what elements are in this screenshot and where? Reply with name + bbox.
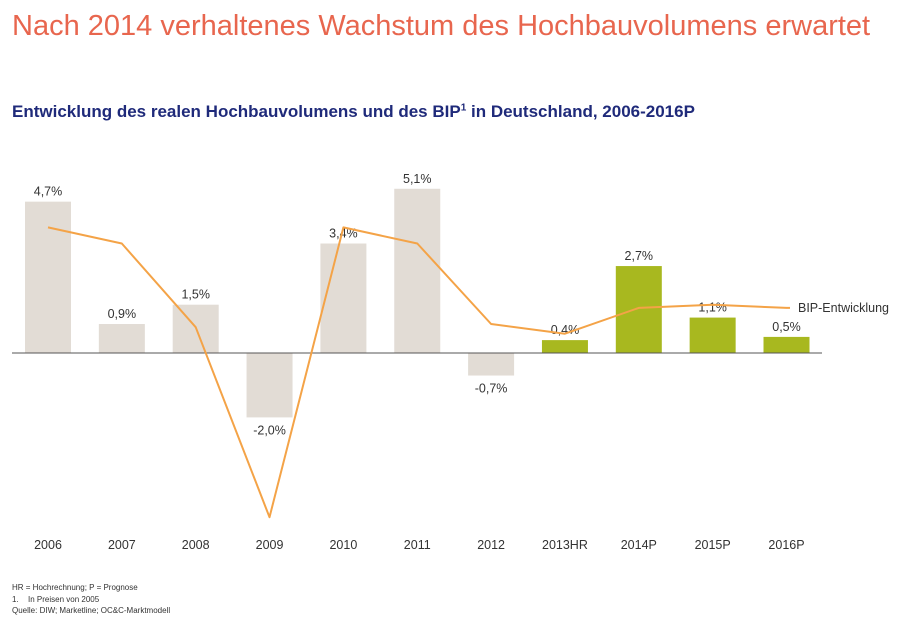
footnote-1: 1. In Preisen von 2005	[12, 594, 170, 606]
bip-line	[47, 226, 790, 519]
bar-label-2012: -0,7%	[475, 382, 508, 396]
bar-2007	[98, 324, 145, 353]
footnote-source: Quelle: DIW; Marketline; OC&C-Marktmodel…	[12, 606, 171, 615]
footnote-abbreviations: HR = Hochrechnung; P = Prognose	[12, 583, 138, 592]
x-tick-2015P: 2015P	[695, 538, 731, 552]
chart-title: Nach 2014 verhaltenes Wachstum des Hochb…	[12, 10, 871, 42]
subtitle-text: Entwicklung des realen Hochbauvolumens u…	[12, 102, 461, 121]
subtitle-footnote-marker: 1	[460, 102, 467, 114]
bar-label-2007: 0,9%	[108, 307, 137, 321]
bar-series	[25, 188, 810, 418]
bar-2016P	[763, 336, 810, 353]
x-tick-2008: 2008	[182, 538, 210, 552]
bar-2009	[246, 353, 293, 418]
x-tick-2016P: 2016P	[768, 538, 804, 552]
x-tick-2010: 2010	[329, 538, 357, 552]
x-tick-2014P: 2014P	[621, 538, 657, 552]
footnote-1-number: 1.	[12, 594, 19, 604]
bar-2014P	[615, 266, 662, 353]
x-tick-2011: 2011	[404, 538, 431, 552]
x-tick-2006: 2006	[34, 538, 62, 552]
bar-label-2010: 3,4%	[329, 227, 358, 241]
bar-label-2015P: 1,1%	[698, 301, 727, 315]
footnote-1-text: In Preisen von 2005	[28, 594, 100, 604]
bar-label-2016P: 0,5%	[772, 320, 801, 334]
x-tick-2009: 2009	[256, 538, 284, 552]
x-tick-2007: 2007	[108, 538, 136, 552]
bar-label-2014P: 2,7%	[625, 249, 654, 263]
bar-line-chart: 4,7%0,9%1,5%-2,0%3,4%5,1%-0,7%0,4%2,7%1,…	[12, 172, 889, 552]
footnotes: HR = Hochrechnung; P = Prognose 1. In Pre…	[12, 582, 170, 617]
bar-label-2011: 5,1%	[403, 172, 432, 186]
bar-label-2009: -2,0%	[253, 423, 286, 437]
bar-2011	[394, 188, 441, 353]
bar-2006	[25, 201, 71, 353]
bar-2015P	[689, 317, 736, 353]
bar-label-2008: 1,5%	[181, 288, 210, 302]
chart-subtitle: Entwicklung des realen Hochbauvolumens u…	[12, 102, 695, 122]
bip-line-label: BIP-Entwicklung	[798, 301, 889, 315]
x-tick-2013HR: 2013HR	[542, 538, 588, 552]
bar-2013HR	[541, 340, 588, 353]
bar-value-labels: 4,7%0,9%1,5%-2,0%3,4%5,1%-0,7%0,4%2,7%1,…	[34, 172, 801, 438]
subtitle-suffix: in Deutschland, 2006-2016P	[466, 102, 695, 121]
bar-label-2006: 4,7%	[34, 185, 63, 199]
bar-2010	[320, 243, 367, 353]
x-axis-tick-labels: 2006 2007 2008 2009 2010 2011 2012 2013HR 2014P 2…	[34, 538, 804, 552]
bar-2012	[468, 353, 515, 376]
x-tick-2012: 2012	[477, 538, 505, 552]
